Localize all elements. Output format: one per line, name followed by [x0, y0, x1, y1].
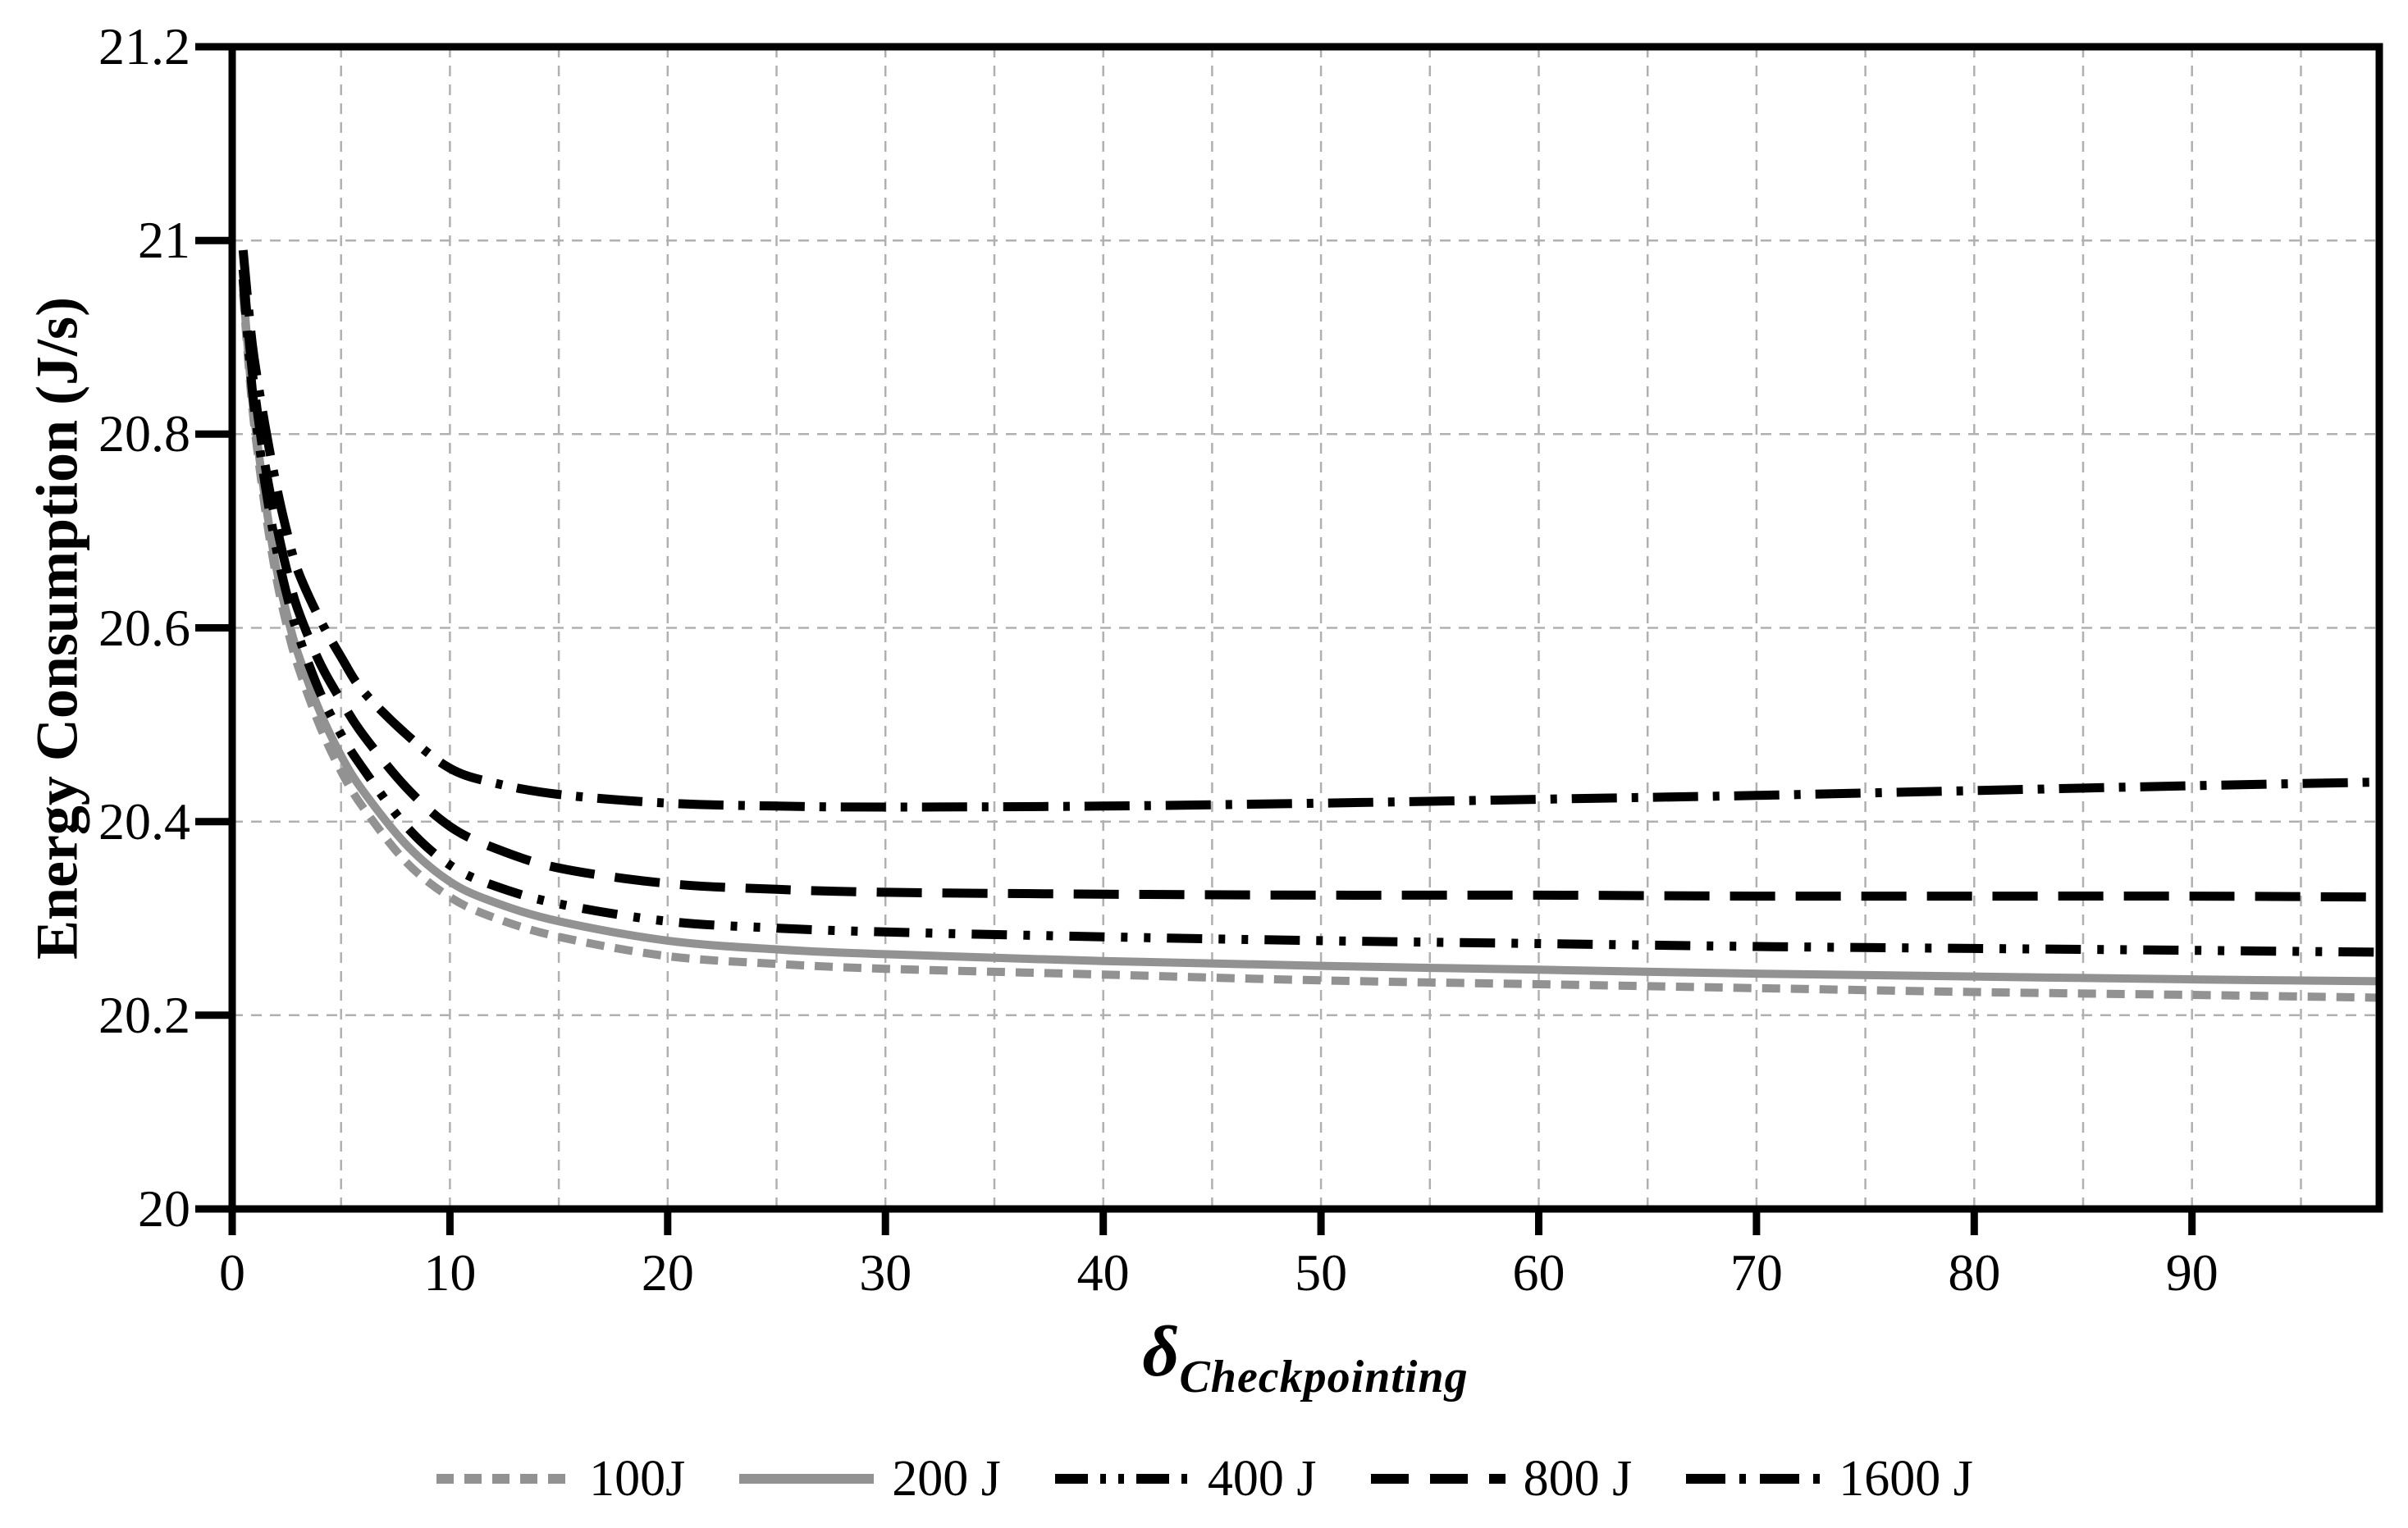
- series-line-800j: [238, 269, 2379, 902]
- series-curves: [238, 249, 2379, 1002]
- x-tick-label: 40: [1076, 1243, 1130, 1302]
- legend-label: 400 J: [1207, 1451, 1317, 1507]
- gridlines: [232, 47, 2379, 1209]
- legend-swatch-dash-dot: [1686, 1474, 1821, 1484]
- legend-label: 1600 J: [1839, 1451, 1973, 1507]
- y-tick-label: 20.4: [98, 791, 190, 851]
- y-tick-label: 20.8: [98, 404, 190, 463]
- x-tick-label: 0: [219, 1243, 245, 1302]
- legend-label: 100J: [589, 1451, 686, 1507]
- y-tick-label: 20: [138, 1179, 190, 1238]
- series-line-200j: [239, 288, 2379, 986]
- x-tick-label: 70: [1729, 1243, 1783, 1302]
- series-line-1600j: [238, 249, 2379, 812]
- x-tick-label: 10: [423, 1243, 477, 1302]
- x-tick-label: 80: [1948, 1243, 2001, 1302]
- legend-swatch-dashed: [436, 1474, 572, 1484]
- legend-item-200j: 200 J: [738, 1450, 1001, 1507]
- y-tick-label: 21: [138, 211, 190, 270]
- x-axis-title-subscript: Checkpointing: [1179, 1352, 1469, 1403]
- series-line-400j: [238, 278, 2379, 957]
- x-axis-title: δCheckpointing: [1142, 1311, 1468, 1403]
- x-tick-label: 90: [2165, 1243, 2218, 1302]
- x-tick-label: 20: [641, 1243, 694, 1302]
- legend-swatch-dash-dot-dot: [1054, 1474, 1190, 1484]
- legend: 100J 200 J 400 J 800 J 1600 J: [0, 1450, 2408, 1507]
- legend-item-400j: 400 J: [1053, 1450, 1317, 1507]
- legend-swatch-solid: [739, 1474, 875, 1484]
- legend-item-100j: 100J: [435, 1450, 685, 1507]
- tick-marks: [195, 43, 2196, 1235]
- legend-label: 800 J: [1523, 1451, 1633, 1507]
- legend-item-800j: 800 J: [1369, 1450, 1633, 1507]
- legend-label: 200 J: [892, 1451, 1001, 1507]
- x-tick-label: 60: [1512, 1243, 1565, 1302]
- x-tick-label: 30: [859, 1243, 912, 1302]
- y-tick-label: 21.2: [98, 17, 190, 75]
- y-tick-label: 20.2: [98, 985, 190, 1044]
- y-tick-label: 20.6: [98, 598, 190, 657]
- legend-swatch-long-dash: [1370, 1474, 1506, 1484]
- legend-item-1600j: 1600 J: [1684, 1450, 1973, 1507]
- x-tick-label: 50: [1295, 1243, 1348, 1302]
- x-axis-title-symbol: δ: [1142, 1312, 1180, 1392]
